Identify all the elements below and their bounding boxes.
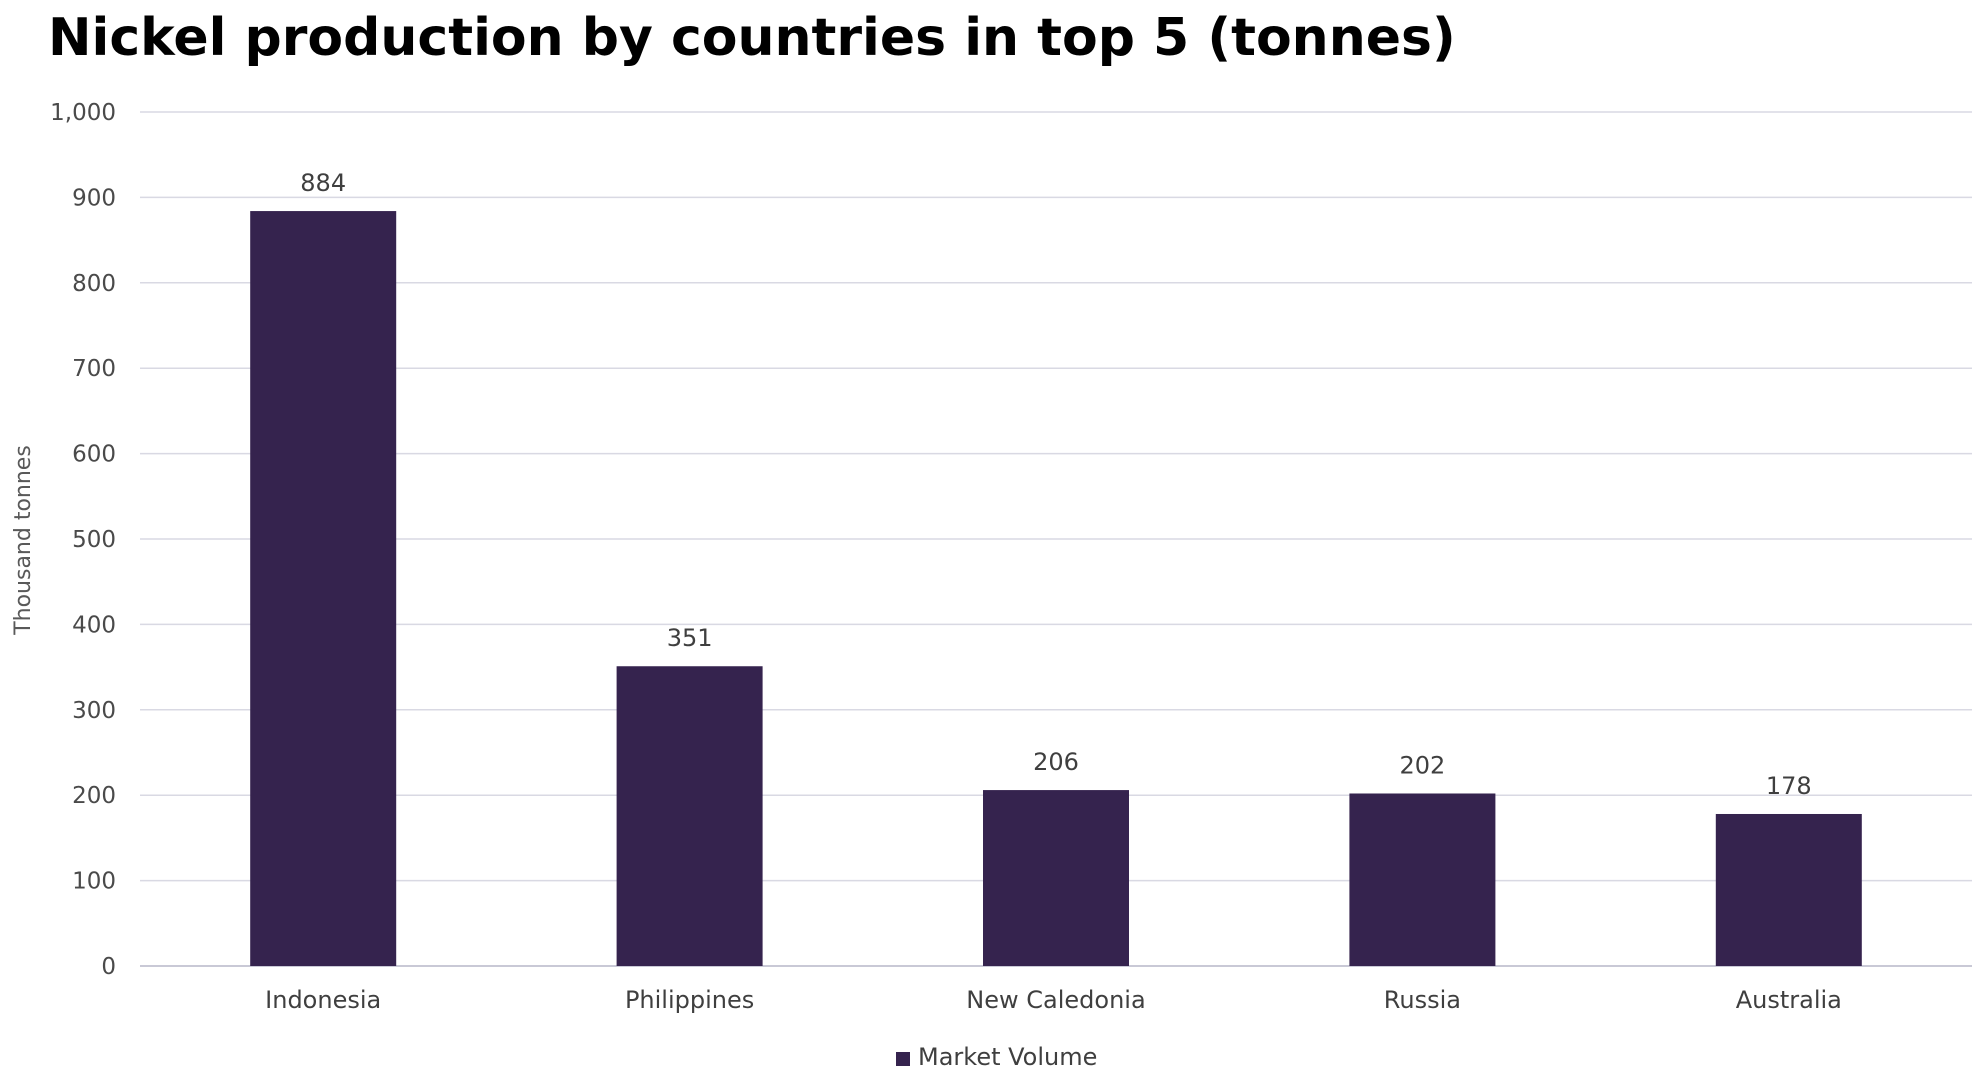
bar-indonesia	[250, 211, 397, 967]
x-category-label: Russia	[1384, 986, 1461, 1014]
bar-russia	[1349, 793, 1496, 966]
data-label: 178	[1766, 772, 1812, 800]
x-category-label: Indonesia	[265, 986, 381, 1014]
chart-title: Nickel production by countries in top 5 …	[48, 8, 1456, 68]
y-tick-label: 800	[72, 271, 116, 297]
y-axis-label: Thousand tonnes	[11, 445, 36, 636]
data-label: 206	[1033, 748, 1079, 776]
data-label: 884	[300, 169, 346, 197]
x-axis-categories: Indonesia Philippines New Caledonia Russia A…	[265, 986, 1842, 1014]
legend-swatch	[896, 1052, 910, 1066]
data-label: 351	[667, 624, 713, 652]
x-category-label: New Caledonia	[966, 986, 1145, 1014]
y-tick-label: 0	[101, 954, 116, 980]
y-tick-label: 100	[72, 869, 116, 895]
bars	[250, 211, 1862, 967]
y-tick-label: 400	[72, 612, 116, 638]
bar-philippines	[616, 666, 763, 966]
y-axis-ticks: 0 100 200 300 400 500 600 700 800 900 1,000	[50, 100, 116, 980]
y-tick-label: 500	[72, 527, 116, 553]
y-tick-label: 700	[72, 356, 116, 382]
legend-label: Market Volume	[918, 1043, 1097, 1071]
y-tick-label: 600	[72, 442, 116, 468]
x-category-label: Australia	[1736, 986, 1842, 1014]
y-tick-label: 900	[72, 185, 116, 211]
data-labels: 884 351 206 202 178	[300, 169, 1811, 800]
bar-australia	[1715, 813, 1862, 966]
y-tick-label: 300	[72, 698, 116, 724]
y-tick-label: 200	[72, 783, 116, 809]
data-label: 202	[1399, 751, 1445, 779]
legend: Market Volume	[896, 1043, 1097, 1071]
y-tick-label: 1,000	[50, 100, 116, 126]
x-category-label: Philippines	[625, 986, 754, 1014]
bar-new-caledonia	[983, 790, 1129, 966]
